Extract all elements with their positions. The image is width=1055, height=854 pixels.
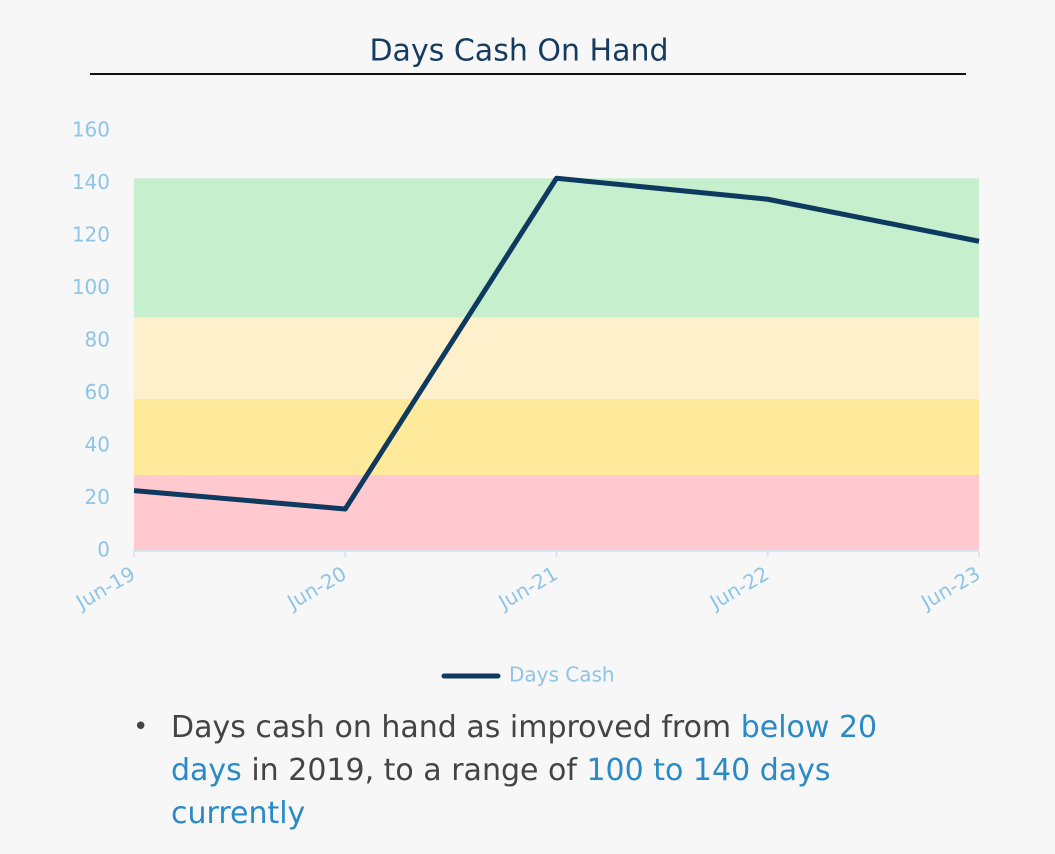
- y-tick-label: 140: [72, 170, 110, 194]
- y-tick-label: 20: [85, 485, 110, 509]
- x-tick-label: Jun-21: [493, 561, 562, 615]
- x-tick-label: Jun-22: [704, 561, 773, 615]
- y-tick-label: 40: [85, 433, 110, 457]
- bullet-segment: 100 to 140 days currently: [171, 753, 831, 831]
- bullet-segment: below 20 days: [171, 710, 878, 788]
- x-tick-label: Jun-20: [281, 561, 350, 615]
- bullet-segment: Days cash on hand as improved from: [171, 710, 741, 745]
- y-tick-label: 60: [85, 380, 110, 404]
- y-tick-label: 100: [72, 275, 110, 299]
- y-tick-label: 160: [72, 118, 110, 142]
- band: [134, 398, 979, 475]
- x-tick-label: Jun-19: [70, 561, 139, 615]
- bullet-segment: in 2019, to a range of: [241, 753, 587, 788]
- band: [134, 317, 979, 399]
- y-tick-label: 120: [72, 223, 110, 247]
- bullet-dot: •: [133, 712, 149, 742]
- y-tick-label: 0: [97, 538, 110, 562]
- chart: Days Cash On Hand 0 20 40 60 80 100 120 140 160 J…: [70, 34, 984, 687]
- legend-label: Days Cash: [509, 663, 615, 687]
- chart-title: Days Cash On Hand: [369, 34, 668, 69]
- band: [134, 178, 979, 318]
- band: [134, 474, 979, 551]
- bullet-text: Days cash on hand as improved from below…: [171, 706, 891, 835]
- series-line: [133, 175, 980, 512]
- x-tick-label: Jun-23: [915, 561, 984, 615]
- y-tick-label: 80: [85, 328, 110, 352]
